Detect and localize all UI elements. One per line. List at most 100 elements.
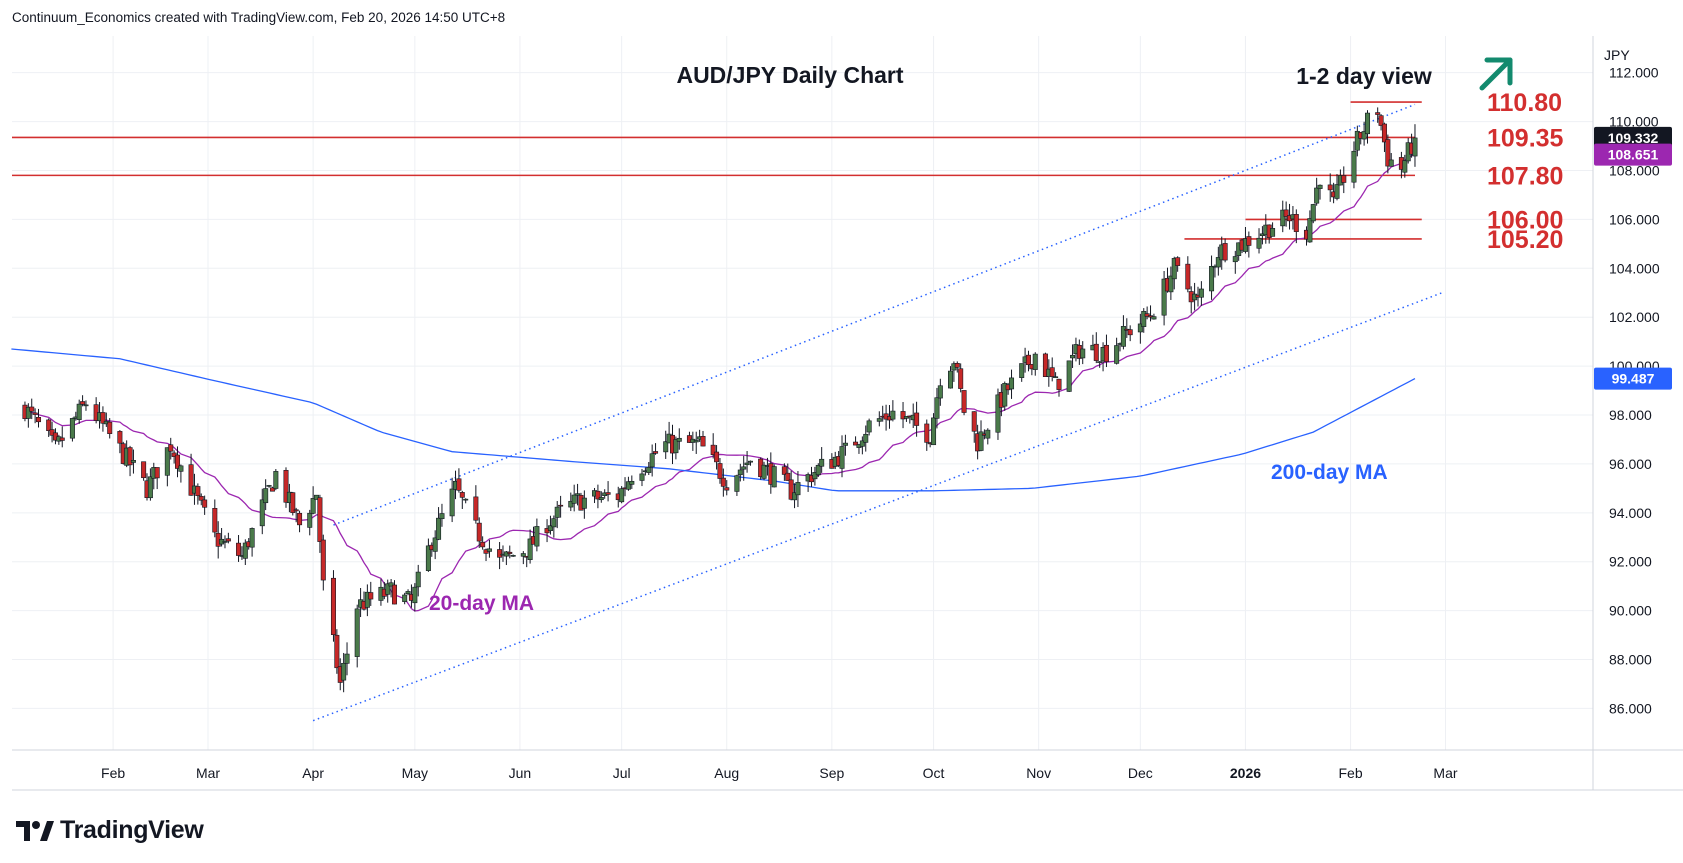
candle-body xyxy=(1215,257,1221,268)
candle-body xyxy=(344,653,350,664)
candle-body xyxy=(29,406,35,412)
level-label: 105.20 xyxy=(1487,226,1563,254)
candle-body xyxy=(551,518,557,528)
candle-body xyxy=(83,404,89,407)
x-tick-label: Feb xyxy=(101,765,125,781)
candle-body xyxy=(80,401,86,405)
candle-body xyxy=(1103,344,1109,362)
moving-averages xyxy=(11,152,1416,612)
candle-body xyxy=(249,528,255,548)
candle-body xyxy=(1365,112,1371,135)
candle-body xyxy=(273,471,279,489)
candle-body xyxy=(164,447,170,476)
candle-body xyxy=(815,464,821,476)
x-tick-label: Feb xyxy=(1338,765,1362,781)
candle-body xyxy=(985,429,991,439)
candle-body xyxy=(771,466,777,488)
candle-body xyxy=(1053,376,1059,379)
candle-body xyxy=(320,539,326,581)
candle-body xyxy=(605,492,611,495)
y-tick-label: 110.000 xyxy=(1609,114,1659,130)
candle-body xyxy=(290,492,296,513)
candle-body xyxy=(480,541,486,548)
candle-body xyxy=(100,412,106,424)
candle-body xyxy=(259,499,265,527)
candle-body xyxy=(673,439,679,454)
candle-body xyxy=(1375,112,1381,115)
candle-body xyxy=(934,397,940,419)
candle-body xyxy=(1066,360,1072,392)
candle-body xyxy=(639,473,645,481)
y-tick-label: 94.000 xyxy=(1609,505,1652,521)
candle-body xyxy=(1256,237,1262,249)
candle-body xyxy=(32,412,38,415)
candle-body xyxy=(676,437,682,442)
y-tick-label: 112.000 xyxy=(1609,65,1659,81)
channel-lower-line xyxy=(312,292,1443,722)
candle-body xyxy=(575,493,581,496)
candle-body xyxy=(788,479,794,500)
level-label: 110.80 xyxy=(1487,89,1562,117)
candle-body xyxy=(154,467,160,479)
candle-body xyxy=(1388,159,1394,167)
candle-body xyxy=(69,418,75,439)
chart-header-credit: Continuum_Economics created with Trading… xyxy=(12,10,506,25)
candle-body xyxy=(107,421,113,434)
candle-body xyxy=(1175,257,1181,266)
candle-body xyxy=(486,548,492,552)
candle-body xyxy=(863,433,869,443)
candle-body xyxy=(463,498,469,501)
y-tick-label: 104.000 xyxy=(1609,260,1660,276)
candle-body xyxy=(1025,354,1031,366)
candle-body xyxy=(1283,209,1289,217)
candle-body xyxy=(391,584,397,605)
level-label: 109.35 xyxy=(1487,124,1564,152)
candle-body xyxy=(890,410,896,420)
candle-body xyxy=(76,403,82,420)
candle-body xyxy=(781,466,787,475)
candle-body xyxy=(649,453,655,468)
candle-body xyxy=(1009,377,1015,390)
grid-lines xyxy=(12,36,1593,750)
candle-body xyxy=(924,423,930,443)
candle-body xyxy=(175,454,181,469)
candle-body xyxy=(1127,329,1133,336)
candlestick-series xyxy=(22,107,1418,693)
candle-body xyxy=(1198,288,1204,298)
tradingview-logo[interactable]: TradingView xyxy=(16,816,204,845)
candle-body xyxy=(1137,323,1143,333)
level-label: 107.80 xyxy=(1487,162,1563,190)
candle-body xyxy=(1114,345,1120,364)
candle-body xyxy=(1070,354,1076,359)
candle-body xyxy=(330,577,336,635)
candle-body xyxy=(527,538,533,561)
candle-body xyxy=(188,464,194,496)
candle-body xyxy=(1351,150,1357,183)
candle-body xyxy=(141,461,147,479)
up-right-arrow-icon xyxy=(1479,57,1513,91)
candle-body xyxy=(1222,243,1228,261)
candle-body xyxy=(720,477,726,487)
x-tick-label: Apr xyxy=(302,765,324,781)
x-tick-label: Aug xyxy=(714,765,739,781)
ma20-line xyxy=(24,152,1416,612)
candle-body xyxy=(354,608,360,657)
candle-body xyxy=(571,494,577,504)
candle-body xyxy=(558,504,564,507)
candle-body xyxy=(49,429,55,436)
candle-body xyxy=(341,662,347,681)
candle-body xyxy=(1097,361,1103,363)
candle-body xyxy=(737,469,743,476)
candle-body xyxy=(412,586,418,604)
candle-body xyxy=(842,442,848,446)
candle-body xyxy=(364,591,370,608)
y-tick-label: 108.000 xyxy=(1609,162,1660,178)
chart-annotations: AUD/JPY Daily Chart 1-2 day view JPY 20-… xyxy=(429,47,1630,615)
candle-body xyxy=(117,431,123,444)
candle-body xyxy=(307,512,313,528)
candle-body xyxy=(212,508,218,533)
candle-body xyxy=(646,467,652,473)
candle-body xyxy=(734,475,740,492)
ma200-price-badge: 99.487 xyxy=(1612,371,1655,387)
